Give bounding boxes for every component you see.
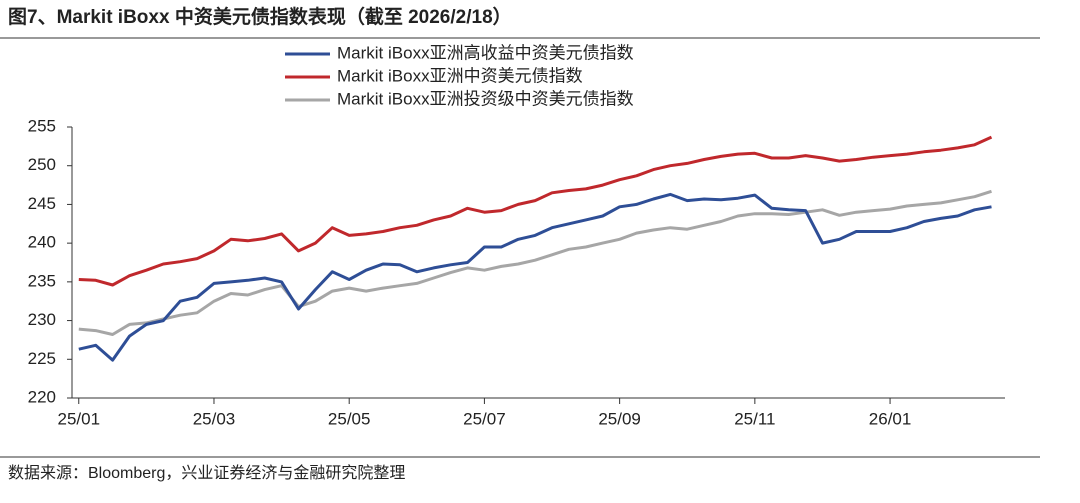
series-line xyxy=(78,192,992,362)
source-note: 数据来源：Bloomberg，兴业证券经济与金融研究院整理 xyxy=(8,464,405,482)
series-line xyxy=(78,189,992,336)
legend-label: Markit iBoxx亚洲中资美元债指数 xyxy=(337,66,583,85)
x-tick-label: 25/01 xyxy=(57,409,100,428)
x-tick-label: 25/11 xyxy=(734,409,775,428)
y-tick-label: 245 xyxy=(28,194,56,213)
y-tick-label: 220 xyxy=(28,387,56,406)
x-tick-label: 26/01 xyxy=(869,409,912,428)
y-tick-label: 225 xyxy=(28,349,56,368)
y-tick-label: 240 xyxy=(28,233,56,252)
legend-label: Markit iBoxx亚洲高收益中资美元债指数 xyxy=(337,43,634,62)
legend-label: Markit iBoxx亚洲投资级中资美元债指数 xyxy=(337,89,634,108)
chart-title: 图7、Markit iBoxx 中资美元债指数表现（截至 2026/2/18） xyxy=(8,5,512,28)
x-tick-label: 25/07 xyxy=(463,409,506,428)
series-line xyxy=(78,135,993,287)
x-tick-label: 25/09 xyxy=(598,409,641,428)
y-tick-label: 230 xyxy=(28,310,56,329)
x-tick-label: 25/05 xyxy=(328,409,371,428)
y-tick-label: 255 xyxy=(28,116,56,135)
y-tick-label: 235 xyxy=(28,271,56,290)
y-tick-label: 250 xyxy=(28,155,56,174)
x-tick-label: 25/03 xyxy=(193,409,236,428)
